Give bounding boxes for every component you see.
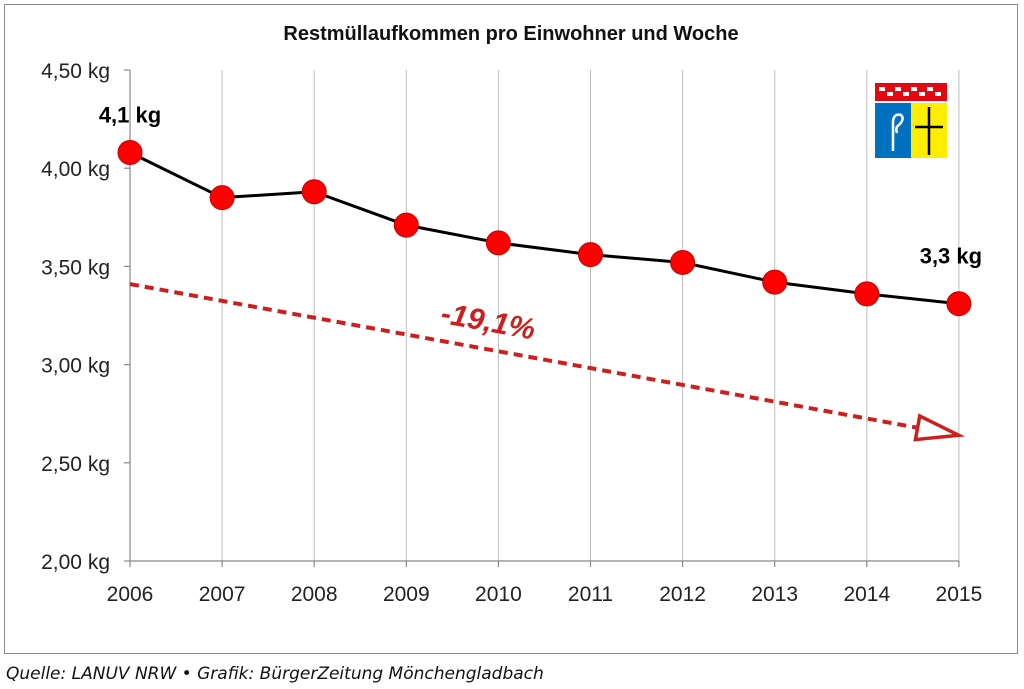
y-tick-label: 2,50 kg [41,453,110,476]
data-point [117,139,143,165]
end-value-label: 3,3 kg [920,244,982,269]
x-tick-label: 2010 [475,583,522,606]
y-tick-label: 2,00 kg [41,551,110,574]
data-point [762,269,788,295]
y-tick-label: 4,50 kg [41,60,110,83]
y-tick-label: 4,00 kg [41,158,110,181]
x-tick-label: 2014 [843,583,890,606]
chart-frame: Restmüllaufkommen pro Einwohner und Woch… [4,4,1018,654]
data-point [301,179,327,205]
data-point [854,281,880,307]
x-tick-label: 2007 [199,583,246,606]
data-point [670,249,696,275]
data-point [485,230,511,256]
y-tick-label: 3,00 kg [41,355,110,378]
trend-arrowhead [913,413,966,442]
x-tick-label: 2011 [568,583,613,606]
trend-label: -19,1% [438,297,537,347]
x-tick-label: 2009 [383,583,430,606]
data-point [393,212,419,238]
city-coat-of-arms-icon [875,83,947,158]
series-line [129,151,960,306]
source-caption: Quelle: LANUV NRW • Grafik: BürgerZeitun… [6,664,544,684]
trend-line [129,282,918,430]
x-tick-label: 2006 [107,583,154,606]
x-tick-label: 2008 [291,583,338,606]
y-tick-label: 3,50 kg [41,256,110,279]
start-value-label: 4,1 kg [99,102,161,127]
data-point [209,185,235,211]
line-chart: Restmüllaufkommen pro Einwohner und Woch… [41,23,983,606]
chart-title: Restmüllaufkommen pro Einwohner und Woch… [283,23,738,45]
x-tick-label: 2013 [751,583,798,606]
x-tick-label: 2015 [936,583,983,606]
data-point [578,242,603,268]
data-point [946,291,972,317]
x-tick-label: 2012 [659,583,706,606]
